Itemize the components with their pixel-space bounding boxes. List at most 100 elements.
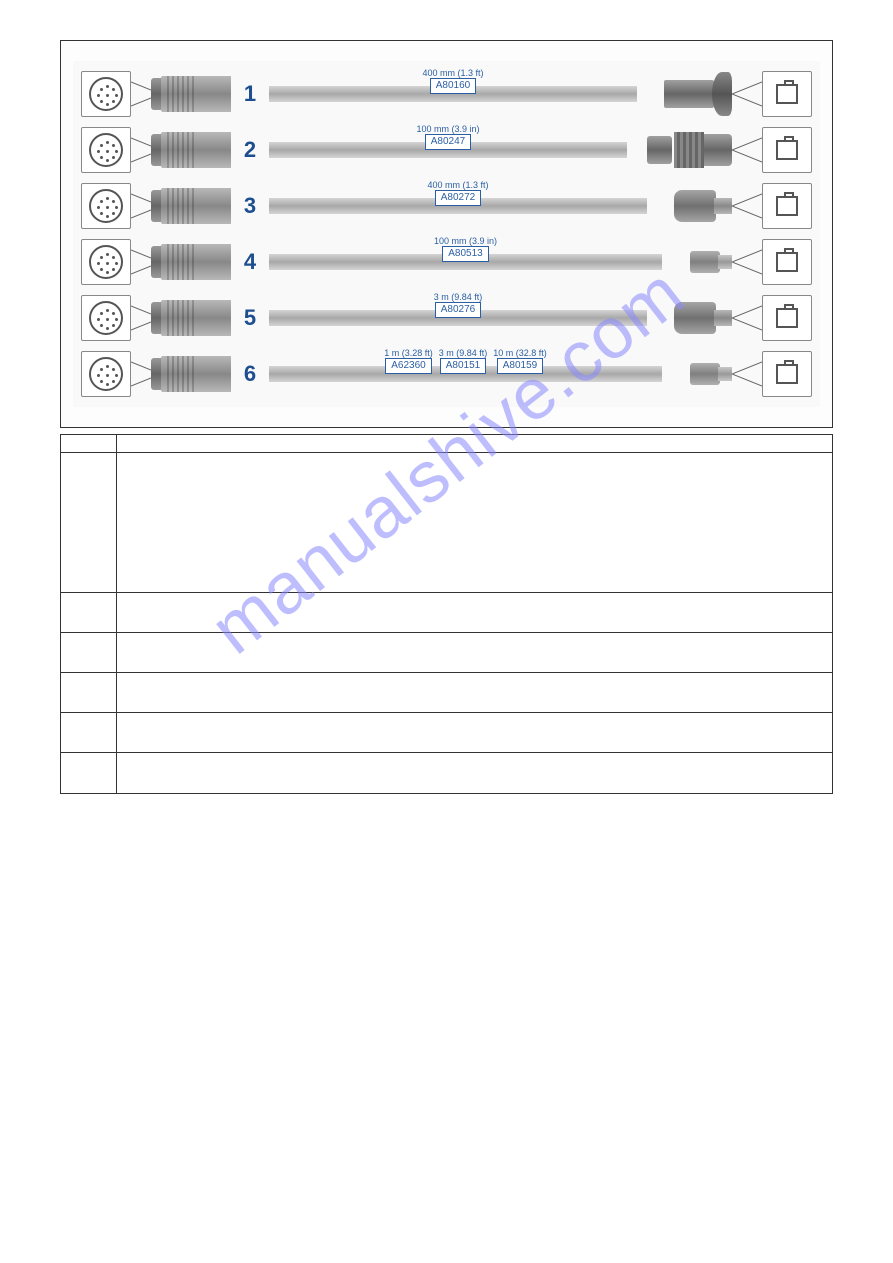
- pinout-callout-left: [81, 183, 131, 229]
- cable-number-label: 2: [237, 137, 263, 163]
- cable-body: 3 m (9.84 ft) A80276: [269, 310, 647, 326]
- connector-right-wrap: [627, 130, 732, 170]
- cable-part-number: A80513: [442, 246, 488, 262]
- connector-gland: [627, 130, 732, 170]
- rj-port-icon: [776, 308, 798, 328]
- rj-callout-right: [762, 295, 812, 341]
- connector-rj: [662, 247, 732, 277]
- table-cell-description: [117, 713, 832, 752]
- sight-lines-icon: [732, 298, 762, 338]
- cable-number-label: 3: [237, 193, 263, 219]
- table-cell-description: [117, 673, 832, 712]
- cable-body: 400 mm (1.3 ft) A80272: [269, 198, 647, 214]
- cable-length-label: 400 mm (1.3 ft): [422, 68, 483, 78]
- pin-circle-icon: [89, 133, 123, 167]
- sight-lines-icon: [732, 186, 762, 226]
- table-cell-number: [61, 753, 117, 793]
- cable-length-label: 3 m (9.84 ft): [434, 292, 483, 302]
- sight-lines-icon: [732, 130, 762, 170]
- connector-right-wrap: [647, 186, 732, 226]
- pin-circle-icon: [89, 301, 123, 335]
- cable-length-label: 400 mm (1.3 ft): [427, 180, 488, 190]
- cable-diagram-box: 1 400 mm (1.3 ft) A80160 2 100 mm (3.9 i…: [60, 40, 833, 428]
- cable-row: 4 100 mm (3.9 in) A80513: [81, 237, 812, 287]
- connector-right-wrap: [662, 242, 732, 282]
- pinout-callout-left: [81, 239, 131, 285]
- cable-row: 5 3 m (9.84 ft) A80276: [81, 293, 812, 343]
- table-row: [61, 435, 832, 453]
- rj-callout-right: [762, 351, 812, 397]
- table-cell-number: [61, 673, 117, 712]
- cable-part-group: 3 m (9.84 ft) A80151: [439, 348, 488, 374]
- cable-part-group: 100 mm (3.9 in) A80513: [434, 236, 497, 262]
- pin-circle-icon: [89, 245, 123, 279]
- cable-length-label: 100 mm (3.9 in): [434, 236, 497, 246]
- cable-number-label: 5: [237, 305, 263, 331]
- cable-part-group: 3 m (9.84 ft) A80276: [434, 292, 483, 318]
- rj-callout-right: [762, 239, 812, 285]
- cable-body: 400 mm (1.3 ft) A80160: [269, 86, 637, 102]
- sight-lines-icon: [732, 354, 762, 394]
- connector-rj: [662, 359, 732, 389]
- connector-circular-left: [161, 300, 231, 336]
- cable-part-group: 1 m (3.28 ft) A62360: [384, 348, 433, 374]
- table-cell-number: [61, 713, 117, 752]
- rj-callout-right: [762, 183, 812, 229]
- connector-circular-left: [161, 244, 231, 280]
- cable-row: 6 1 m (3.28 ft) A62360 3 m (9.84 ft) A80…: [81, 349, 812, 399]
- table-cell-description: [117, 453, 832, 592]
- cable-number-label: 6: [237, 361, 263, 387]
- connector-boot-rj: [647, 188, 732, 224]
- pinout-callout-left: [81, 71, 131, 117]
- table-cell-description: [117, 593, 832, 632]
- cable-length-label: 100 mm (3.9 in): [416, 124, 479, 134]
- cable-row: 1 400 mm (1.3 ft) A80160: [81, 69, 812, 119]
- sight-lines-icon: [732, 242, 762, 282]
- page-container: 1 400 mm (1.3 ft) A80160 2 100 mm (3.9 i…: [0, 0, 893, 834]
- cable-part-number: A80160: [430, 78, 476, 94]
- connector-circular-left: [161, 132, 231, 168]
- pin-circle-icon: [89, 357, 123, 391]
- cable-part-number: A80247: [425, 134, 471, 150]
- cable-body: 100 mm (3.9 in) A80247: [269, 142, 627, 158]
- pinout-callout-left: [81, 295, 131, 341]
- cable-part-group: 10 m (32.8 ft) A80159: [493, 348, 547, 374]
- rj-port-icon: [776, 364, 798, 384]
- cable-diagram-inner: 1 400 mm (1.3 ft) A80160 2 100 mm (3.9 i…: [73, 61, 820, 407]
- pin-circle-icon: [89, 77, 123, 111]
- rj-callout-right: [762, 71, 812, 117]
- connector-circular-left: [161, 76, 231, 112]
- cable-length-label: 3 m (9.84 ft): [439, 348, 488, 358]
- pin-circle-icon: [89, 189, 123, 223]
- cable-part-number: A80272: [435, 190, 481, 206]
- rj-port-icon: [776, 252, 798, 272]
- rj-callout-right: [762, 127, 812, 173]
- cable-part-group: 400 mm (1.3 ft) A80272: [427, 180, 488, 206]
- description-table: [60, 434, 833, 794]
- cable-number-label: 1: [237, 81, 263, 107]
- table-row: [61, 593, 832, 633]
- cable-part-group: 400 mm (1.3 ft) A80160: [422, 68, 483, 94]
- table-row: [61, 713, 832, 753]
- cable-part-number: A80151: [440, 358, 486, 374]
- table-row: [61, 753, 832, 793]
- table-row: [61, 673, 832, 713]
- connector-circular-left: [161, 356, 231, 392]
- connector-right-wrap: [637, 74, 732, 114]
- table-cell-number: [61, 435, 117, 452]
- cable-body: 100 mm (3.9 in) A80513: [269, 254, 662, 270]
- table-cell-description: [117, 753, 832, 793]
- rj-port-icon: [776, 84, 798, 104]
- cable-number-label: 4: [237, 249, 263, 275]
- cable-part-group: 100 mm (3.9 in) A80247: [416, 124, 479, 150]
- table-cell-description: [117, 435, 832, 452]
- cable-length-label: 10 m (32.8 ft): [493, 348, 547, 358]
- connector-boot-rj: [647, 300, 732, 336]
- connector-bulkhead: [637, 74, 732, 114]
- cable-part-number: A62360: [385, 358, 431, 374]
- cable-length-label: 1 m (3.28 ft): [384, 348, 433, 358]
- table-cell-number: [61, 633, 117, 672]
- table-row: [61, 633, 832, 673]
- cable-row: 3 400 mm (1.3 ft) A80272: [81, 181, 812, 231]
- table-row: [61, 453, 832, 593]
